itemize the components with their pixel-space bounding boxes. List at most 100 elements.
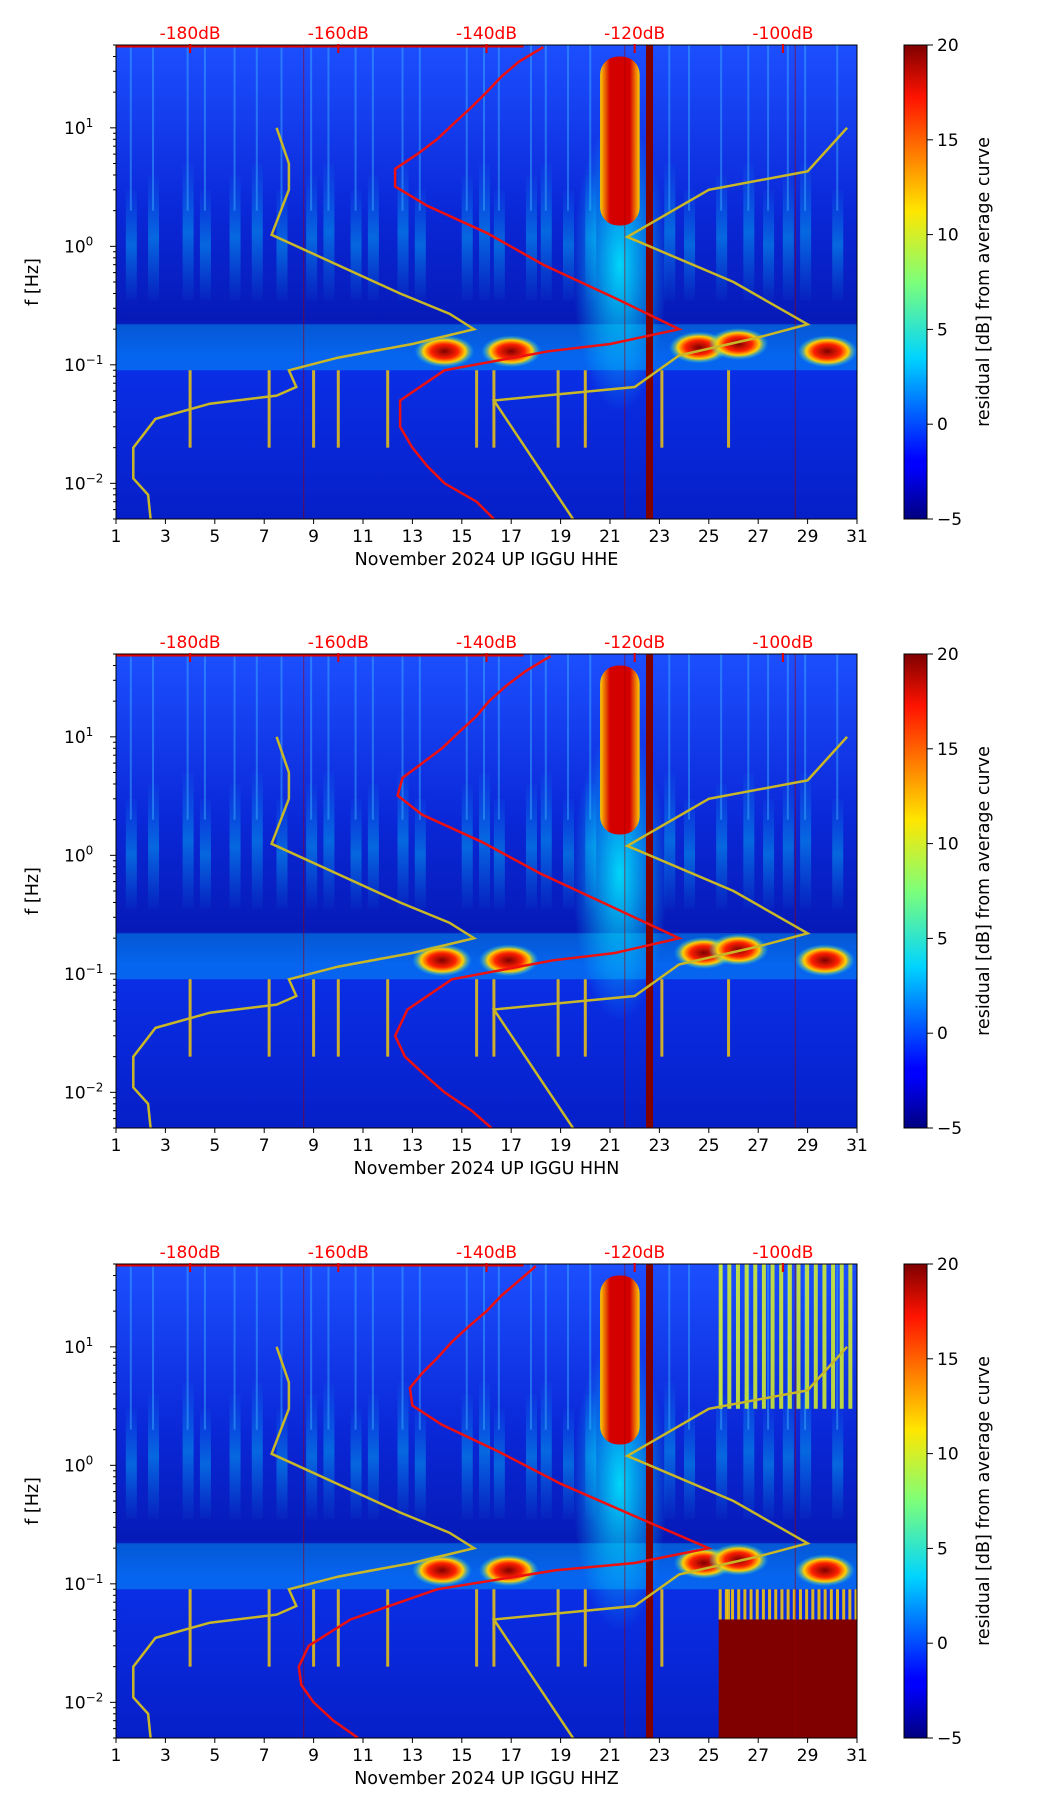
colorbar-tick-label: 20 — [937, 36, 959, 56]
noise-model-nlnm — [132, 736, 478, 1128]
marker-line — [646, 654, 654, 1128]
top-db-label: -140dB — [456, 24, 517, 44]
highfreq-noise-streak — [848, 1264, 853, 1409]
noise-streak — [684, 798, 696, 910]
noise-streak — [763, 798, 775, 910]
spike-line — [529, 1264, 532, 1430]
spike-line — [544, 1264, 547, 1430]
colorbar-tick-label: 5 — [937, 929, 948, 949]
y-tick-exponent: −2 — [86, 471, 104, 485]
spike-line — [497, 654, 500, 820]
x-tick-label: 25 — [698, 527, 720, 547]
spike-line — [401, 654, 404, 820]
spike-line — [483, 45, 486, 211]
spike-line — [544, 45, 547, 211]
x-tick-label: 7 — [259, 1746, 270, 1766]
y-tick-label: 101 — [64, 725, 93, 748]
spike-line — [786, 654, 789, 820]
y-tick-label: 10−2 — [64, 1080, 103, 1103]
spike-line — [371, 45, 374, 211]
lowfreq-spike — [492, 979, 496, 1057]
noise-edge — [792, 1589, 796, 1620]
lowfreq-spike — [583, 370, 587, 448]
x-tick-label: 1 — [111, 527, 122, 547]
top-db-label: -140dB — [456, 1243, 517, 1263]
y-tick-label: 10−1 — [64, 962, 103, 985]
colorbar-tick-label: 0 — [937, 1024, 948, 1044]
spike-line — [688, 1264, 691, 1430]
lowfreq-spike — [386, 1589, 390, 1667]
noise-streak — [182, 1382, 194, 1520]
microseism-peak — [412, 944, 473, 977]
spike-line — [327, 1264, 330, 1430]
top-db-label: -180dB — [160, 633, 221, 653]
spike-line — [418, 654, 421, 820]
x-tick-label: 13 — [402, 1746, 424, 1766]
spike-line — [465, 1264, 468, 1430]
spike-line — [186, 654, 189, 820]
lowfreq-spike — [583, 1589, 587, 1667]
lowfreq-spike — [312, 1589, 316, 1667]
x-tick-label: 13 — [402, 1136, 424, 1156]
spike-line — [483, 1264, 486, 1430]
top-db-label: -100dB — [752, 24, 813, 44]
x-tick-label: 1 — [111, 1746, 122, 1766]
noise-streak — [800, 163, 812, 301]
x-tick-label: 21 — [599, 527, 621, 547]
noise-streak — [716, 174, 728, 301]
lowfreq-spike — [475, 1589, 479, 1667]
x-tick-label: 25 — [698, 1136, 720, 1156]
noise-streak — [276, 1408, 288, 1520]
lowfreq-spike — [727, 979, 731, 1057]
spike-line — [767, 45, 770, 211]
highfreq-noise-streak — [735, 1264, 740, 1409]
colorbar-tick-label: 20 — [937, 645, 959, 665]
noise-streak — [563, 798, 575, 910]
colorbar-tick-label: 15 — [937, 1350, 959, 1370]
noise-edge — [774, 1589, 778, 1620]
lowfreq-spike — [386, 370, 390, 448]
spike-line — [233, 1264, 236, 1430]
lowfreq-spike — [475, 370, 479, 448]
x-tick-label: 31 — [846, 1746, 868, 1766]
y-axis-label: f [Hz] — [23, 1477, 43, 1525]
x-tick-label: 23 — [649, 1746, 671, 1766]
x-tick-label: 5 — [209, 1136, 220, 1156]
y-tick-label: 100 — [64, 1453, 93, 1476]
y-tick-exponent: −2 — [86, 1080, 104, 1094]
noise-edge — [854, 1589, 857, 1620]
noise-streak — [323, 1382, 335, 1520]
lowfreq-spike — [556, 1589, 560, 1667]
noise-streak — [397, 1382, 409, 1520]
spike-line — [465, 45, 468, 211]
noise-streak — [493, 798, 505, 910]
noise-streak — [148, 1393, 160, 1520]
noise-streak — [763, 1408, 775, 1520]
microseism-peak — [414, 335, 475, 368]
lowfreq-spike — [312, 979, 316, 1057]
noise-streak — [367, 783, 379, 910]
x-tick-label: 9 — [308, 1136, 319, 1156]
microseism-peak — [794, 1554, 855, 1587]
spike-line — [720, 654, 723, 820]
mean-psd-curve — [393, 655, 684, 1128]
x-tick-label: 27 — [747, 527, 769, 547]
noise-edge — [743, 1589, 747, 1620]
noise-streak — [414, 798, 426, 910]
x-tick-label: 27 — [747, 1746, 769, 1766]
noise-streak — [664, 1382, 676, 1520]
colorbar-tick-label: 10 — [937, 226, 959, 246]
noise-edge — [724, 1589, 728, 1620]
colorbar-tick-label: 15 — [937, 740, 959, 760]
noise-streak — [743, 772, 755, 910]
colorbar-label: residual [dB] from average curve — [974, 137, 994, 427]
y-tick-exponent: −2 — [86, 1690, 104, 1704]
microseism-peak — [478, 1554, 539, 1587]
spike-line — [255, 1264, 258, 1430]
spike-line — [668, 1264, 671, 1430]
noise-edge — [755, 1589, 759, 1620]
spike-line — [688, 45, 691, 211]
plot-area — [116, 45, 857, 519]
spike-line — [529, 45, 532, 211]
colorbar-tick-label: 10 — [937, 835, 959, 855]
